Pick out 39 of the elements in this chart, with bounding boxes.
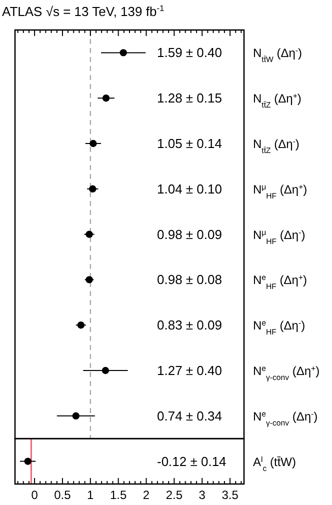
annotation: 1.27 ± 0.40 bbox=[157, 363, 222, 378]
y-tick-label: N$^{μ}$$_{HF}$ (Δη$^{-}$) bbox=[253, 227, 306, 246]
point bbox=[90, 140, 97, 148]
x-tick-label: 0.5 bbox=[54, 488, 72, 502]
point bbox=[86, 276, 93, 284]
annotation: 1.59 ± 0.40 bbox=[157, 45, 222, 60]
chart-title: ATLAS √s = 13 TeV, 139 fb$^{-1}$ bbox=[2, 3, 165, 19]
point bbox=[102, 366, 110, 374]
y-tick-label: A$^{l}$$_{c}$ (tt̄W) bbox=[253, 454, 296, 472]
y-tick-label: N$_{tt̄W}$ (Δη$^{-}$) bbox=[253, 46, 302, 64]
y-tick-label: N$^{μ}$$_{HF}$ (Δη$^{+}$) bbox=[253, 182, 308, 200]
x-tick-label: 3 bbox=[198, 488, 206, 502]
y-tick-label: N$^{e}$$_{HF}$ (Δη$^{+}$) bbox=[253, 272, 308, 291]
y-tick-label: N$^{e}$$_{γ-conv}$ (Δη$^{-}$) bbox=[253, 408, 318, 427]
point bbox=[89, 185, 96, 192]
annotation: 1.05 ± 0.14 bbox=[157, 136, 222, 151]
point bbox=[120, 49, 127, 56]
x-tick-label: 1.5 bbox=[110, 488, 127, 502]
annotation: -0.12 ± 0.14 bbox=[157, 454, 226, 469]
annotation: 1.28 ± 0.15 bbox=[157, 90, 222, 106]
x-tick-label: 1 bbox=[87, 488, 94, 502]
y-tick-label: N$^{e}$$_{γ-conv}$ (Δη$^{+}$) bbox=[253, 364, 320, 382]
annotation: 0.98 ± 0.08 bbox=[157, 272, 222, 288]
y-tick-label: N$_{tt̄Z}$ (Δη$^{-}$) bbox=[253, 136, 300, 154]
point bbox=[86, 230, 93, 238]
point bbox=[102, 94, 110, 102]
annotation: 0.98 ± 0.09 bbox=[157, 226, 222, 242]
point bbox=[24, 458, 32, 465]
x-tick-label: 2 bbox=[142, 488, 150, 502]
x-tick-label: 2.5 bbox=[166, 488, 183, 502]
annotation: 0.74 ± 0.34 bbox=[157, 408, 222, 424]
point bbox=[77, 322, 85, 329]
x-tick-label: 3.5 bbox=[222, 488, 239, 502]
point bbox=[72, 412, 80, 420]
x-tick-label: 0 bbox=[31, 488, 38, 502]
annotation: 1.04 ± 0.10 bbox=[157, 181, 222, 196]
y-tick-label: N$_{tt̄Z}$ (Δη$^{+}$) bbox=[253, 91, 302, 110]
y-tick-label: N$^{e}$$_{HF}$ (Δη$^{-}$) bbox=[253, 318, 306, 336]
annotation: 0.83 ± 0.09 bbox=[157, 318, 222, 333]
